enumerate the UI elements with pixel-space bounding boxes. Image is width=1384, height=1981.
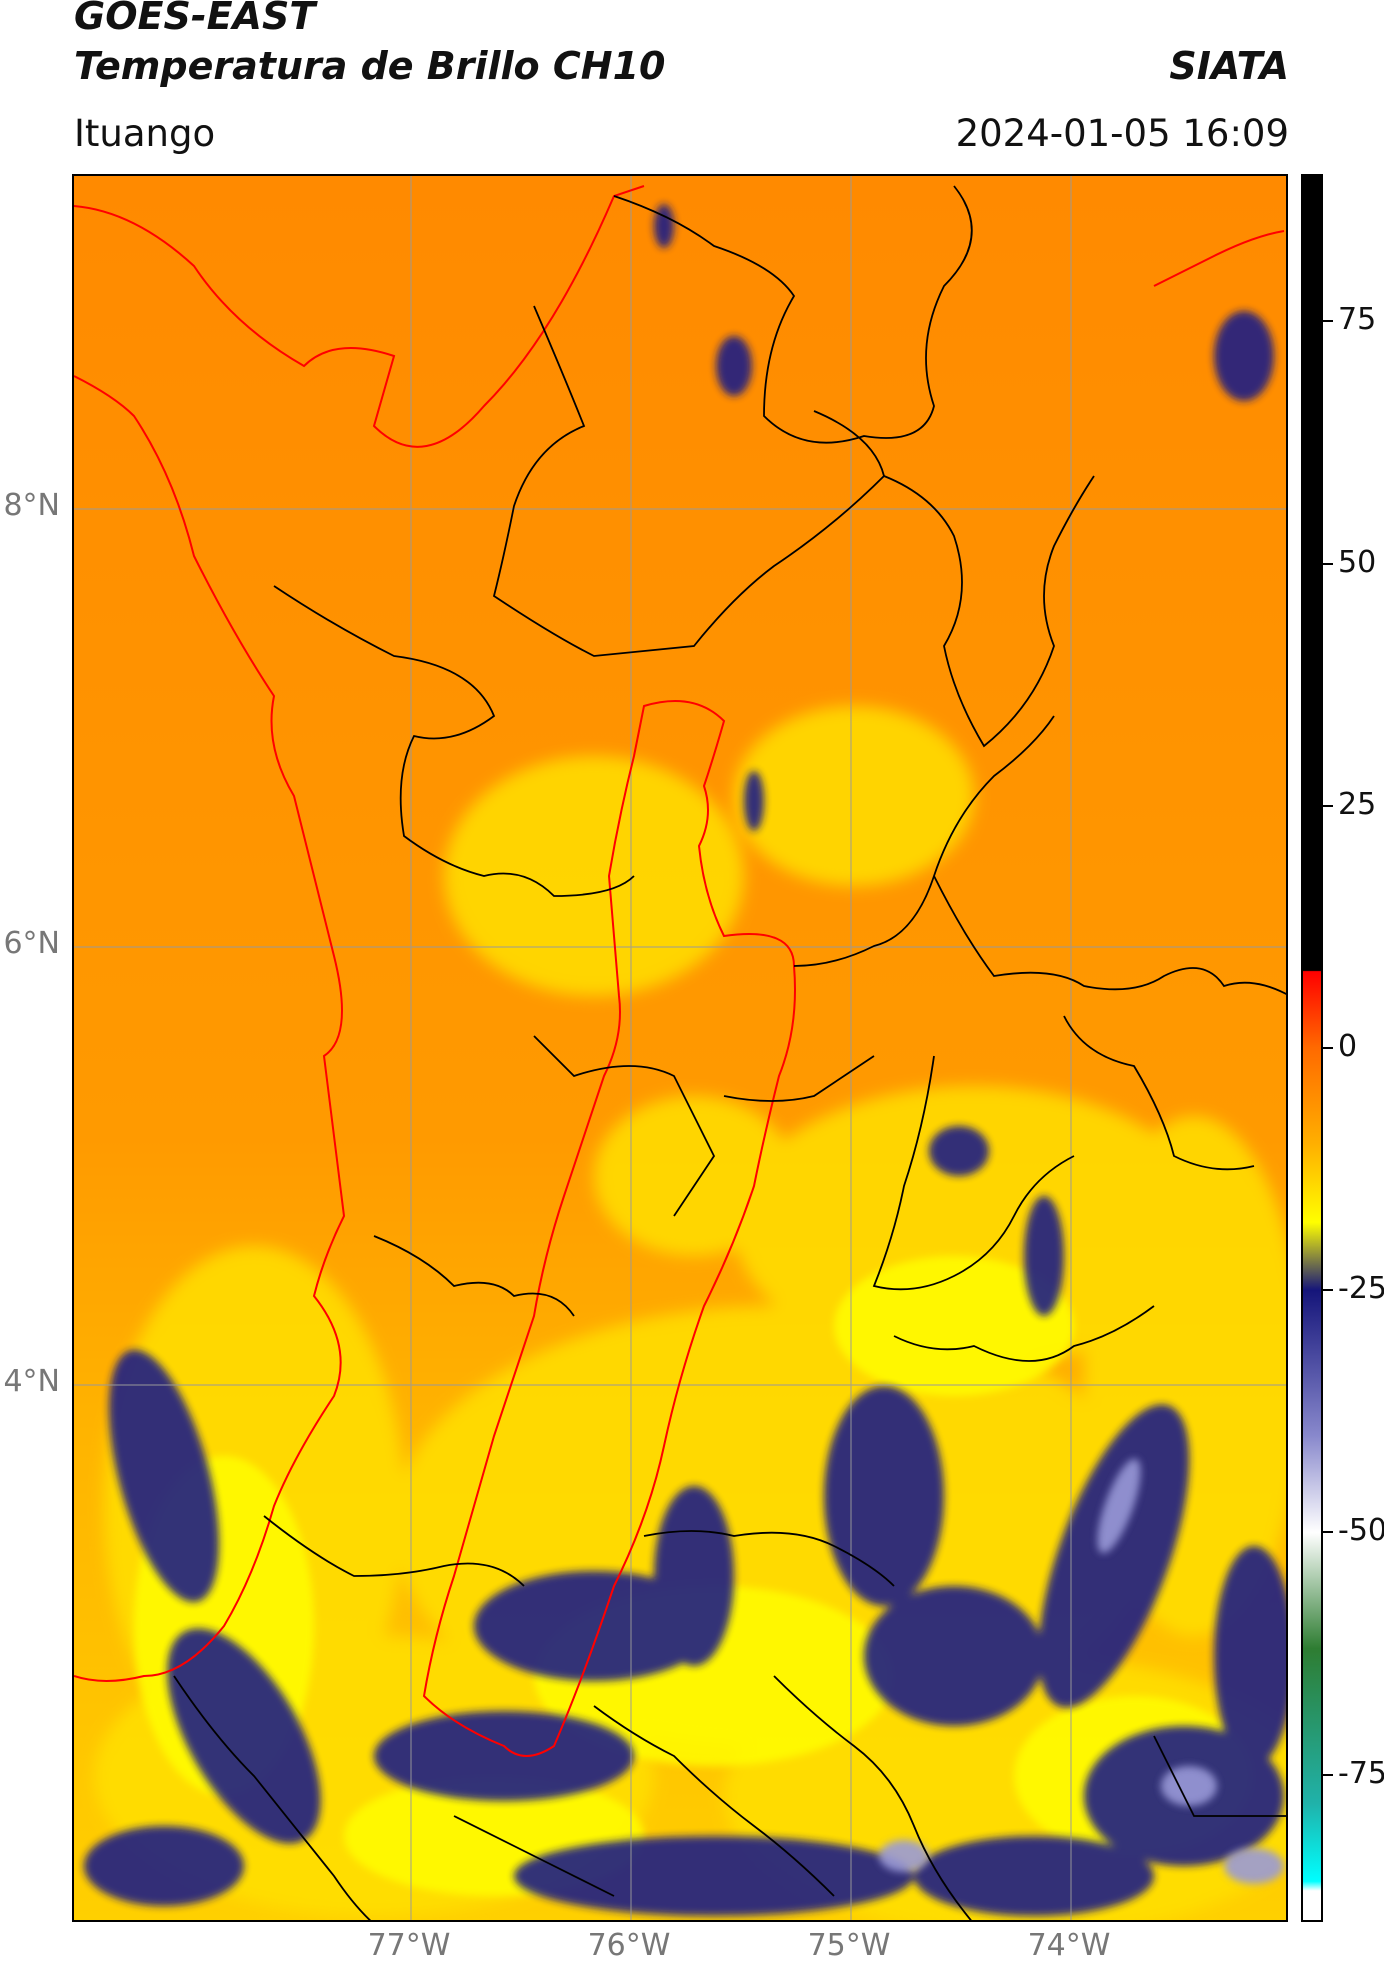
cold-cloud-tops bbox=[84, 204, 1286, 1916]
lon-label-74w: 74°W bbox=[1027, 1928, 1111, 1963]
colorbar-tick bbox=[1323, 320, 1333, 323]
colorbar-tick bbox=[1323, 1289, 1333, 1292]
lon-label-76w: 76°W bbox=[587, 1928, 671, 1963]
colorbar-tick-label: 75 bbox=[1338, 302, 1377, 338]
lat-label-6n: 6°N bbox=[3, 926, 60, 961]
map-canvas bbox=[74, 176, 1286, 1920]
brand-label: SIATA bbox=[1169, 44, 1289, 88]
lon-label-75w: 75°W bbox=[807, 1928, 891, 1963]
ituango-region-outline bbox=[422, 700, 796, 1757]
location-label: Ituango bbox=[74, 112, 216, 155]
colorbar-tick-label: 25 bbox=[1338, 786, 1377, 822]
colorbar-tick bbox=[1323, 562, 1333, 565]
colorbar-tick bbox=[1323, 1531, 1333, 1534]
temperature-colorbar bbox=[1301, 174, 1323, 1922]
coastline bbox=[74, 185, 1285, 1682]
colorbar-tick bbox=[1323, 804, 1333, 807]
lat-label-4n: 4°N bbox=[3, 1364, 60, 1399]
colorbar-tick-label: 50 bbox=[1338, 544, 1377, 580]
colorbar-tick-label: -25 bbox=[1338, 1271, 1384, 1307]
colorbar-tick-label: -75 bbox=[1338, 1755, 1384, 1791]
graticule bbox=[74, 176, 1286, 1920]
colorbar-tick-label: -50 bbox=[1338, 1513, 1384, 1549]
title-line-2: Temperatura de Brillo CH10 bbox=[74, 44, 666, 88]
lon-label-77w: 77°W bbox=[367, 1928, 451, 1963]
admin-borders bbox=[173, 185, 1286, 1920]
colorbar-tick bbox=[1323, 1773, 1333, 1776]
colorbar-tick bbox=[1323, 1047, 1333, 1049]
colorbar-tick-label: 0 bbox=[1338, 1029, 1358, 1064]
title-line-1: GOES-EAST bbox=[74, 0, 316, 38]
lat-label-8n: 8°N bbox=[3, 488, 60, 523]
brightness-temperature-map bbox=[72, 174, 1288, 1922]
timestamp-label: 2024-01-05 16:09 bbox=[955, 112, 1289, 155]
